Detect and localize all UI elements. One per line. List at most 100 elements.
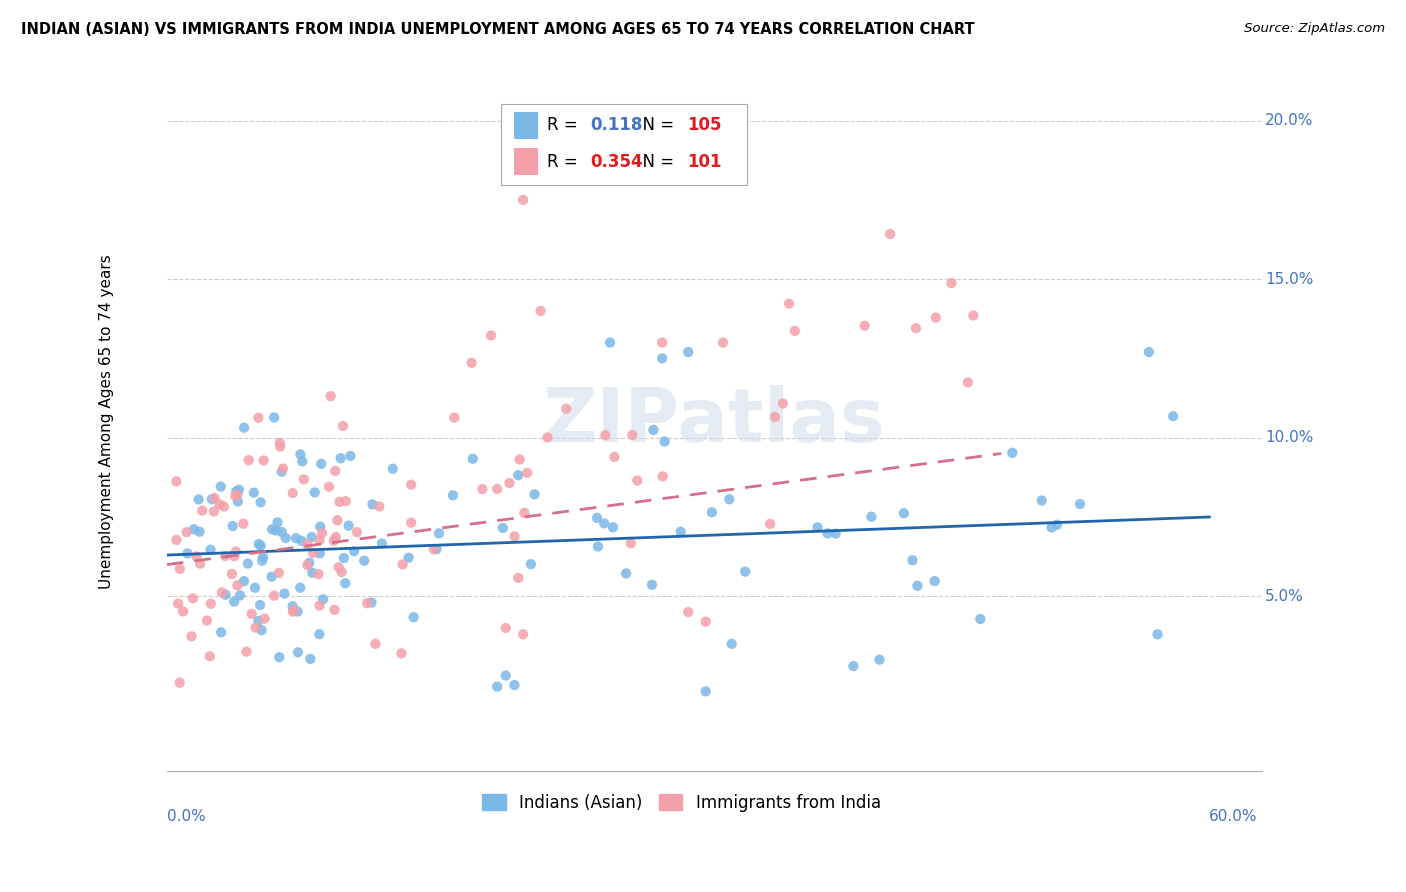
Point [695, 684, 717, 698]
Point [269, 650, 291, 665]
Point [427, 526, 450, 541]
FancyBboxPatch shape [501, 104, 747, 185]
Point [941, 276, 963, 290]
Point [879, 227, 901, 241]
Point [329, 451, 352, 466]
Point [893, 506, 915, 520]
Point [301, 530, 323, 544]
Point [614, 566, 637, 581]
Point [360, 595, 382, 609]
Point [285, 531, 308, 545]
Point [381, 461, 404, 475]
Point [817, 526, 839, 541]
Text: 0.0%: 0.0% [167, 809, 205, 824]
Point [212, 500, 235, 514]
Point [224, 489, 246, 503]
Point [225, 484, 247, 499]
Point [299, 652, 322, 666]
Point [956, 376, 979, 390]
Point [759, 516, 782, 531]
Point [181, 591, 204, 606]
Point [720, 637, 742, 651]
Point [176, 546, 198, 560]
Text: Unemployment Among Ages 65 to 74 years: Unemployment Among Ages 65 to 74 years [98, 254, 114, 590]
Point [188, 557, 211, 571]
Point [806, 520, 828, 534]
Point [586, 540, 609, 554]
Point [287, 605, 309, 619]
Point [188, 524, 211, 539]
Point [301, 566, 323, 580]
Point [651, 351, 673, 366]
Legend: Indians (Asian), Immigrants from India: Indians (Asian), Immigrants from India [475, 787, 887, 818]
Point [1137, 345, 1160, 359]
Text: INDIAN (ASIAN) VS IMMIGRANTS FROM INDIA UNEMPLOYMENT AMONG AGES 65 TO 74 YEARS C: INDIAN (ASIAN) VS IMMIGRANTS FROM INDIA … [21, 22, 974, 37]
Point [1031, 493, 1053, 508]
Point [238, 453, 260, 467]
Point [901, 553, 924, 567]
Point [208, 497, 231, 511]
Text: ZIPatlas: ZIPatlas [543, 385, 886, 458]
Point [271, 461, 294, 475]
Point [226, 494, 249, 508]
Point [516, 466, 538, 480]
Point [201, 492, 224, 507]
Point [783, 324, 806, 338]
Text: 101: 101 [688, 153, 721, 170]
Point [308, 533, 330, 548]
Point [1161, 409, 1184, 424]
Point [250, 554, 273, 568]
Point [860, 509, 883, 524]
Point [297, 537, 319, 551]
Point [495, 668, 517, 682]
Point [235, 645, 257, 659]
Point [312, 592, 335, 607]
Point [221, 519, 243, 533]
Text: 20.0%: 20.0% [1265, 113, 1313, 128]
Point [232, 516, 254, 531]
Point [309, 457, 332, 471]
Point [322, 533, 344, 548]
Point [252, 549, 274, 564]
Point [513, 506, 536, 520]
Point [337, 518, 360, 533]
Point [247, 410, 270, 425]
Point [853, 318, 876, 333]
Point [209, 480, 232, 494]
Point [904, 321, 927, 335]
Point [1040, 520, 1063, 534]
Point [626, 474, 648, 488]
Point [319, 389, 342, 403]
Point [695, 615, 717, 629]
Point [595, 428, 617, 442]
Point [711, 335, 734, 350]
Point [364, 637, 387, 651]
Point [166, 533, 188, 547]
Point [924, 574, 946, 588]
Point [520, 557, 543, 571]
Point [678, 345, 700, 359]
Point [224, 594, 246, 608]
Point [225, 544, 247, 558]
Point [356, 596, 378, 610]
Point [343, 544, 366, 558]
Point [180, 629, 202, 643]
Point [236, 557, 259, 571]
Point [302, 546, 325, 560]
Point [339, 449, 361, 463]
Point [249, 495, 271, 509]
Point [643, 423, 665, 437]
Point [654, 434, 676, 449]
Text: R =: R = [547, 116, 582, 135]
Point [641, 578, 664, 592]
Point [172, 605, 194, 619]
Point [298, 556, 321, 570]
Point [228, 483, 250, 497]
Point [503, 678, 526, 692]
Point [335, 576, 357, 591]
Point [214, 549, 236, 563]
Point [1001, 446, 1024, 460]
Point [503, 529, 526, 543]
Text: Source: ZipAtlas.com: Source: ZipAtlas.com [1244, 22, 1385, 36]
Point [328, 560, 350, 574]
